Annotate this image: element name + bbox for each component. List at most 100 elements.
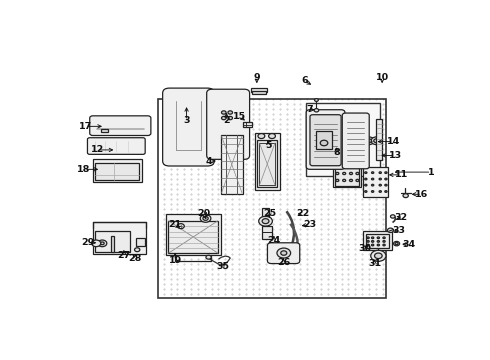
Text: 1: 1 [428, 168, 435, 177]
Text: 16: 16 [416, 190, 429, 199]
Circle shape [343, 166, 345, 168]
Text: 13: 13 [389, 151, 402, 160]
Circle shape [365, 191, 367, 192]
Circle shape [315, 99, 318, 102]
Bar [111, 237, 114, 252]
Circle shape [314, 109, 319, 112]
Circle shape [277, 248, 291, 258]
Bar [220, 135, 243, 194]
Bar [333, 141, 361, 187]
Circle shape [349, 179, 352, 181]
Text: 34: 34 [402, 240, 416, 249]
Circle shape [349, 166, 352, 168]
Text: 3: 3 [183, 116, 190, 125]
Text: 23: 23 [303, 220, 317, 229]
Text: 32: 32 [394, 213, 408, 222]
Circle shape [343, 179, 345, 181]
Text: 19: 19 [169, 256, 182, 265]
Circle shape [379, 178, 381, 180]
Circle shape [281, 251, 287, 255]
Circle shape [336, 166, 339, 168]
Text: 5: 5 [265, 141, 271, 150]
Text: 9: 9 [253, 73, 260, 82]
Circle shape [356, 179, 359, 181]
Circle shape [262, 219, 269, 224]
Text: 35: 35 [216, 262, 229, 271]
Text: 27: 27 [117, 251, 130, 260]
Bar [335, 145, 359, 186]
Text: 24: 24 [267, 235, 281, 244]
Circle shape [374, 139, 379, 143]
Text: 10: 10 [375, 73, 389, 82]
Circle shape [258, 134, 265, 139]
Circle shape [388, 228, 393, 233]
Circle shape [206, 255, 211, 259]
Circle shape [365, 172, 367, 174]
Text: 26: 26 [277, 258, 290, 267]
Bar [366, 234, 390, 248]
Circle shape [385, 178, 387, 180]
FancyBboxPatch shape [87, 138, 145, 154]
FancyBboxPatch shape [268, 243, 300, 264]
Circle shape [367, 240, 369, 242]
Text: 4: 4 [206, 157, 213, 166]
Text: 6: 6 [301, 76, 308, 85]
Bar [101, 129, 108, 132]
Bar [363, 167, 388, 197]
Circle shape [228, 111, 233, 114]
Circle shape [371, 237, 374, 239]
Circle shape [356, 159, 359, 161]
Circle shape [352, 136, 359, 141]
Circle shape [403, 194, 408, 198]
Bar [262, 208, 270, 216]
Bar [158, 99, 386, 298]
Circle shape [385, 191, 387, 192]
Bar [169, 221, 218, 253]
FancyBboxPatch shape [163, 88, 214, 166]
Text: 7: 7 [307, 105, 313, 114]
Circle shape [379, 172, 381, 174]
Bar [251, 88, 267, 92]
Circle shape [349, 172, 352, 175]
Text: 25: 25 [263, 209, 276, 218]
Circle shape [391, 215, 395, 218]
Circle shape [100, 242, 104, 245]
Text: 15: 15 [233, 112, 246, 121]
Circle shape [320, 140, 328, 146]
Circle shape [371, 244, 374, 246]
Circle shape [200, 215, 211, 222]
Circle shape [366, 139, 371, 143]
Circle shape [367, 244, 369, 246]
Circle shape [371, 184, 374, 186]
Bar [255, 133, 280, 190]
Circle shape [356, 166, 359, 168]
Circle shape [336, 179, 339, 181]
Text: 29: 29 [81, 238, 95, 247]
Circle shape [203, 216, 208, 220]
Circle shape [135, 248, 140, 252]
Circle shape [395, 243, 398, 245]
Circle shape [356, 153, 359, 155]
Circle shape [343, 153, 345, 155]
Circle shape [365, 184, 367, 186]
Bar [335, 135, 359, 143]
Circle shape [371, 172, 374, 174]
Bar [257, 140, 277, 187]
Circle shape [385, 184, 387, 186]
Bar [306, 103, 380, 176]
Text: 18: 18 [77, 165, 91, 174]
Bar [96, 163, 140, 180]
Circle shape [377, 237, 379, 239]
Text: 11: 11 [394, 170, 408, 179]
Circle shape [336, 153, 339, 155]
Bar [363, 231, 392, 250]
Circle shape [177, 224, 184, 229]
Text: 28: 28 [128, 253, 142, 262]
Circle shape [365, 178, 367, 180]
Circle shape [374, 253, 382, 258]
Bar [93, 222, 146, 254]
Circle shape [98, 240, 107, 247]
Circle shape [367, 237, 369, 239]
Circle shape [336, 172, 339, 175]
Text: 2: 2 [223, 116, 230, 125]
